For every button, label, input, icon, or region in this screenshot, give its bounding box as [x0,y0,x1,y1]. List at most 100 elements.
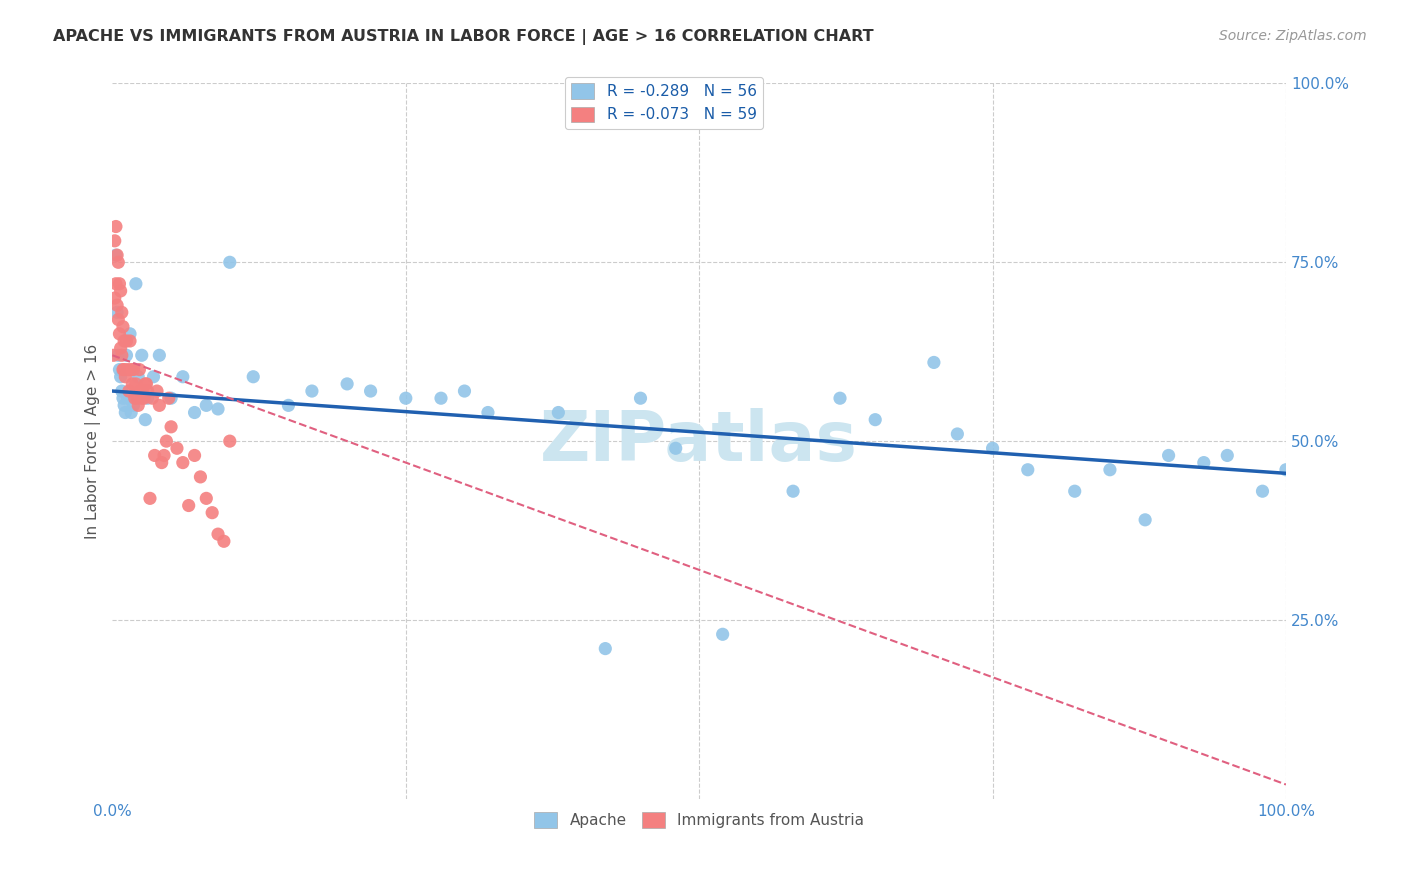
Point [108,362,131,376]
Point [134,412,156,426]
Point [105,248,128,262]
Point [117,362,139,376]
Point [1017,463,1039,477]
Point [1133,513,1156,527]
Point [195,398,218,412]
Point [395,391,418,405]
Point [107,255,129,269]
Point [1098,463,1121,477]
Point [146,384,169,398]
Point [124,391,146,405]
Point [108,277,131,291]
Point [139,491,162,506]
Point [922,355,945,369]
Point [115,348,138,362]
Point [1157,449,1180,463]
Point [1216,449,1239,463]
Point [118,326,141,341]
Point [183,405,205,419]
Point [277,398,299,412]
Point [172,456,194,470]
Point [155,434,177,449]
Point [105,305,128,319]
Point [111,305,134,319]
Point [104,219,127,234]
Point [150,456,173,470]
Point [547,405,569,419]
Point [207,527,229,541]
Point [127,369,149,384]
Point [121,376,143,391]
Point [114,369,136,384]
Point [141,391,163,405]
Point [114,405,136,419]
Point [630,391,652,405]
Point [110,369,132,384]
Point [477,405,499,419]
Point [172,369,194,384]
Point [828,391,851,405]
Point [118,334,141,348]
Point [1192,456,1215,470]
Point [111,348,134,362]
Point [132,384,155,398]
Point [148,398,170,412]
Point [111,362,134,376]
Point [430,391,453,405]
Text: ZIPatlas: ZIPatlas [540,408,858,475]
Point [195,491,218,506]
Point [218,255,240,269]
Point [453,384,475,398]
Point [782,484,804,499]
Point [595,641,617,656]
Point [1063,484,1085,499]
Point [131,348,153,362]
Point [111,391,134,405]
Point [160,420,183,434]
Text: Source: ZipAtlas.com: Source: ZipAtlas.com [1219,29,1367,43]
Point [207,401,229,416]
Point [242,369,264,384]
Point [212,534,235,549]
Point [104,291,127,305]
Point [125,277,148,291]
Point [665,442,688,456]
Point [111,319,134,334]
Point [128,362,150,376]
Point [108,326,131,341]
Point [218,434,240,449]
Point [125,391,148,405]
Y-axis label: In Labor Force | Age > 16: In Labor Force | Age > 16 [86,343,101,539]
Point [190,470,212,484]
Point [103,348,125,362]
Point [136,391,159,405]
Point [136,384,159,398]
Point [981,442,1004,456]
Point [711,627,734,641]
Point [166,442,188,456]
Point [142,369,165,384]
Point [148,348,170,362]
Point [122,398,145,412]
Point [107,348,129,362]
Point [132,391,155,405]
Point [177,499,200,513]
Point [127,398,149,412]
Point [115,334,138,348]
Point [111,384,134,398]
Point [131,391,153,405]
Legend: Apache, Immigrants from Austria: Apache, Immigrants from Austria [529,805,870,834]
Point [946,427,969,442]
Point [1251,484,1274,499]
Point [117,391,139,405]
Point [134,376,156,391]
Point [157,391,180,405]
Point [120,362,142,376]
Text: APACHE VS IMMIGRANTS FROM AUSTRIA IN LABOR FORCE | AGE > 16 CORRELATION CHART: APACHE VS IMMIGRANTS FROM AUSTRIA IN LAB… [53,29,875,45]
Point [107,312,129,326]
Point [120,405,142,419]
Point [183,449,205,463]
Point [153,449,176,463]
Point [129,384,152,398]
Point [863,412,886,426]
